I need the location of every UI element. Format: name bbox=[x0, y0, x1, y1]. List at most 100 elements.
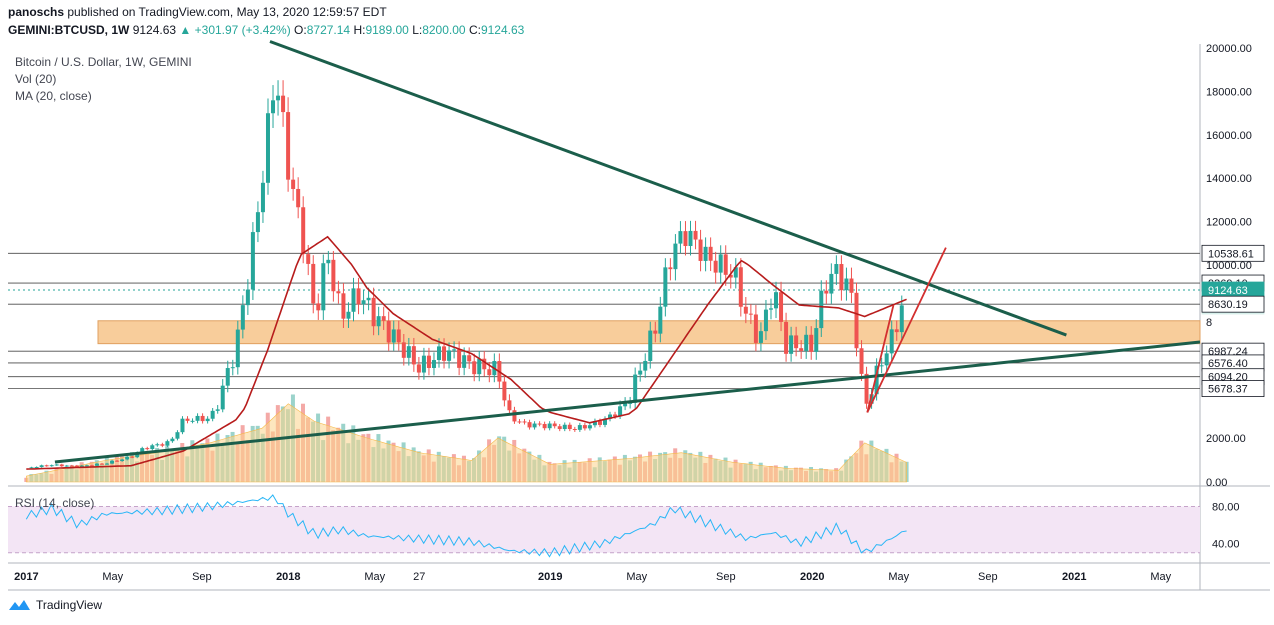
candle-body bbox=[763, 309, 768, 332]
candle-body bbox=[381, 316, 386, 321]
candle-body bbox=[512, 410, 517, 422]
candle-body bbox=[401, 342, 406, 358]
candle-body bbox=[170, 438, 175, 442]
candle-body bbox=[291, 179, 296, 189]
candle-body bbox=[567, 424, 572, 430]
candle-body bbox=[693, 230, 698, 240]
time-tick: 2019 bbox=[538, 571, 562, 583]
candle-body bbox=[557, 426, 562, 430]
time-tick: Sep bbox=[978, 571, 998, 583]
candle-body bbox=[426, 355, 431, 368]
candle-body bbox=[160, 444, 165, 446]
candle-body bbox=[768, 308, 773, 310]
candle-body bbox=[713, 260, 718, 273]
candle-body bbox=[84, 465, 89, 467]
candle-body bbox=[185, 418, 190, 421]
candle-body bbox=[723, 254, 728, 275]
candle-body bbox=[371, 297, 376, 327]
time-tick: Sep bbox=[192, 571, 212, 583]
price-tick: 2000.00 bbox=[1206, 433, 1246, 445]
candle-body bbox=[200, 415, 205, 422]
candle-body bbox=[215, 409, 220, 411]
high-value: 9189.00 bbox=[365, 23, 409, 37]
open-value: 8727.14 bbox=[306, 23, 351, 37]
candle-body bbox=[517, 421, 522, 423]
candle-body bbox=[587, 425, 592, 429]
wedge-line bbox=[866, 247, 947, 413]
price-tick: 20000.00 bbox=[1206, 43, 1252, 55]
candle-body bbox=[854, 292, 859, 349]
candle-body bbox=[527, 422, 532, 428]
candle-body bbox=[849, 278, 854, 293]
chart-title: Bitcoin / U.S. Dollar, 1W, GEMINI bbox=[15, 55, 192, 69]
candle-body bbox=[562, 424, 567, 430]
candle-body bbox=[753, 314, 758, 343]
candle-body bbox=[894, 329, 899, 333]
candle-body bbox=[54, 464, 59, 466]
candle-body bbox=[235, 329, 240, 368]
candle-body bbox=[321, 263, 326, 311]
candle-body bbox=[210, 410, 215, 419]
candle-body bbox=[678, 231, 683, 244]
price-tick: 10000.00 bbox=[1206, 260, 1252, 272]
price-tick: 8 bbox=[1206, 317, 1212, 329]
candle-body bbox=[74, 465, 79, 468]
candle-body bbox=[633, 374, 638, 403]
candle-body bbox=[864, 373, 869, 404]
candle-body bbox=[658, 306, 663, 334]
candle-body bbox=[120, 459, 125, 462]
candle-body bbox=[879, 365, 884, 367]
volume-legend[interactable]: Vol (20) bbox=[15, 72, 57, 86]
price-tag-8630.19: 8630.19 bbox=[1208, 299, 1248, 311]
rsi-tick: 40.00 bbox=[1212, 539, 1240, 551]
candle-body bbox=[477, 358, 482, 375]
price-tick: 12000.00 bbox=[1206, 217, 1252, 229]
open-label: O: bbox=[294, 23, 307, 37]
candle-body bbox=[718, 254, 723, 273]
candle-body bbox=[135, 452, 140, 458]
price-tag-10538.61: 10538.61 bbox=[1208, 248, 1254, 260]
candle-body bbox=[774, 292, 779, 309]
candle-body bbox=[447, 350, 452, 361]
candle-body bbox=[532, 423, 537, 428]
candle-body bbox=[155, 444, 160, 446]
candle-body bbox=[487, 369, 492, 376]
candle-body bbox=[859, 348, 864, 374]
ma-legend[interactable]: MA (20, close) bbox=[15, 89, 92, 103]
candle-body bbox=[286, 112, 291, 180]
candle-body bbox=[346, 311, 351, 319]
last-price: 9124.63 bbox=[132, 23, 177, 37]
candle-body bbox=[301, 207, 306, 255]
tradingview-footer[interactable]: TradingView bbox=[8, 598, 102, 612]
candle-body bbox=[819, 290, 824, 329]
candle-body bbox=[779, 292, 784, 322]
candle-body bbox=[457, 349, 462, 368]
candle-body bbox=[628, 402, 633, 404]
candle-body bbox=[421, 355, 426, 373]
rsi-legend[interactable]: RSI (14, close) bbox=[15, 496, 95, 510]
candle-body bbox=[265, 113, 270, 183]
candle-body bbox=[577, 425, 582, 430]
candle-body bbox=[130, 456, 135, 458]
candle-body bbox=[99, 463, 104, 465]
time-tick: 27 bbox=[413, 571, 425, 583]
candle-body bbox=[814, 328, 819, 352]
candle-body bbox=[230, 367, 235, 369]
candle-body bbox=[190, 420, 195, 422]
candle-body bbox=[507, 400, 512, 411]
candle-body bbox=[281, 95, 286, 113]
candle-body bbox=[899, 305, 904, 333]
candle-body bbox=[884, 353, 889, 366]
candle-body bbox=[738, 267, 743, 307]
candle-body bbox=[733, 267, 738, 278]
candle-body bbox=[648, 330, 653, 361]
candle-body bbox=[34, 467, 39, 469]
time-tick: May bbox=[888, 571, 909, 583]
candle-body bbox=[145, 448, 150, 450]
candle-body bbox=[643, 360, 648, 371]
candle-body bbox=[59, 464, 64, 467]
candle-body bbox=[391, 329, 396, 343]
candle-body bbox=[180, 418, 185, 433]
candle-body bbox=[220, 385, 225, 410]
